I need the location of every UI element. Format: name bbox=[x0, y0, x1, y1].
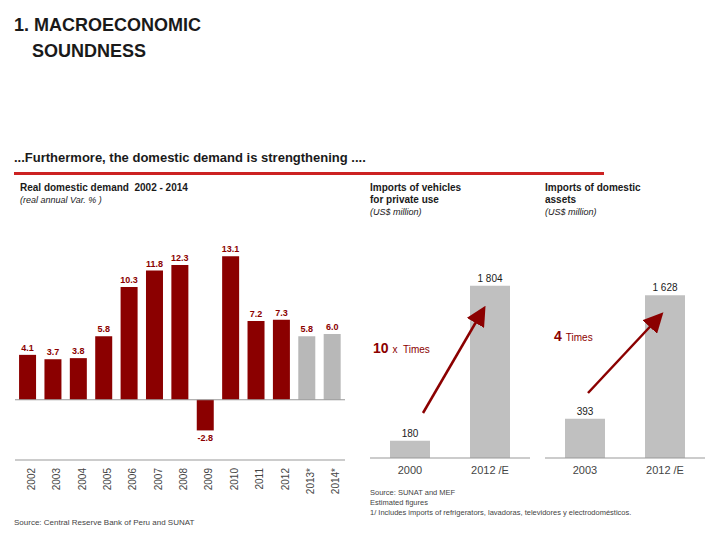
html-text:Source: SUNAT and MEF Estimate: Source: SUNAT and MEF Estimated figures … bbox=[370, 488, 632, 517]
svg-text:2012 /E: 2012 /E bbox=[646, 464, 684, 476]
html-text:10 x Times: 10 x Times bbox=[373, 340, 430, 356]
svg-text:2012: 2012 bbox=[280, 468, 291, 491]
svg-text:3.8: 3.8 bbox=[72, 346, 85, 356]
svg-text:2010: 2010 bbox=[229, 468, 240, 491]
svg-text:393: 393 bbox=[577, 406, 594, 417]
html-text:Imports of vehicles: Imports of vehicles bbox=[370, 182, 462, 193]
html-text:(US$ million): (US$ million) bbox=[370, 207, 422, 217]
svg-text:13.1: 13.1 bbox=[222, 244, 240, 254]
svg-text:6.0: 6.0 bbox=[326, 322, 339, 332]
svg-text:2014*: 2014* bbox=[330, 468, 341, 494]
svg-text:10.3: 10.3 bbox=[120, 275, 138, 285]
svg-text:2002: 2002 bbox=[26, 468, 37, 491]
svg-text:2013*: 2013* bbox=[305, 468, 316, 494]
svg-text:2008: 2008 bbox=[178, 468, 189, 491]
html-text:SOUNDNESS: SOUNDNESS bbox=[32, 41, 146, 61]
svg-text:2006: 2006 bbox=[127, 468, 138, 491]
svg-text:11.8: 11.8 bbox=[146, 259, 163, 269]
svg-text:2003: 2003 bbox=[51, 468, 62, 491]
svg-text:5.8: 5.8 bbox=[97, 324, 110, 334]
html-text:4 Times: 4 Times bbox=[554, 328, 593, 344]
svg-text:2007: 2007 bbox=[153, 468, 164, 491]
svg-text:3.7: 3.7 bbox=[47, 347, 60, 357]
html-text:1. MACROECONOMIC: 1. MACROECONOMIC bbox=[14, 15, 201, 35]
html-text:assets: assets bbox=[545, 194, 577, 205]
svg-text:1 804: 1 804 bbox=[477, 273, 502, 284]
svg-text:2011: 2011 bbox=[254, 468, 265, 490]
svg-text:2003: 2003 bbox=[573, 464, 597, 476]
svg-text:180: 180 bbox=[402, 428, 419, 439]
html-text:(US$ million): (US$ million) bbox=[545, 207, 597, 217]
svg-text:2009: 2009 bbox=[203, 468, 214, 491]
html-text:Imports of domestic: Imports of domestic bbox=[545, 182, 641, 193]
html-text:Real domestic demand 2002 - 20: Real domestic demand 2002 - 2014 bbox=[20, 182, 188, 193]
svg-text:2005: 2005 bbox=[102, 468, 113, 491]
svg-text:2000: 2000 bbox=[398, 464, 422, 476]
svg-text:12.3: 12.3 bbox=[171, 253, 189, 263]
svg-text:2004: 2004 bbox=[77, 468, 88, 491]
html-text:(real annual Var. % ): (real annual Var. % ) bbox=[20, 195, 102, 205]
svg-text:-2.8: -2.8 bbox=[197, 433, 213, 443]
svg-text:7.3: 7.3 bbox=[275, 308, 288, 318]
html-text:Source: Central Reserve Bank o: Source: Central Reserve Bank of Peru and… bbox=[14, 518, 195, 527]
svg-text:4.1: 4.1 bbox=[21, 343, 34, 353]
svg-text:7.2: 7.2 bbox=[250, 309, 263, 319]
svg-text:2012 /E: 2012 /E bbox=[471, 464, 509, 476]
svg-text:1 628: 1 628 bbox=[652, 282, 677, 293]
html-text:for private use: for private use bbox=[370, 194, 439, 205]
html-text:...Furthermore, the domestic d: ...Furthermore, the domestic demand is s… bbox=[14, 150, 366, 165]
svg-text:5.8: 5.8 bbox=[301, 324, 314, 334]
